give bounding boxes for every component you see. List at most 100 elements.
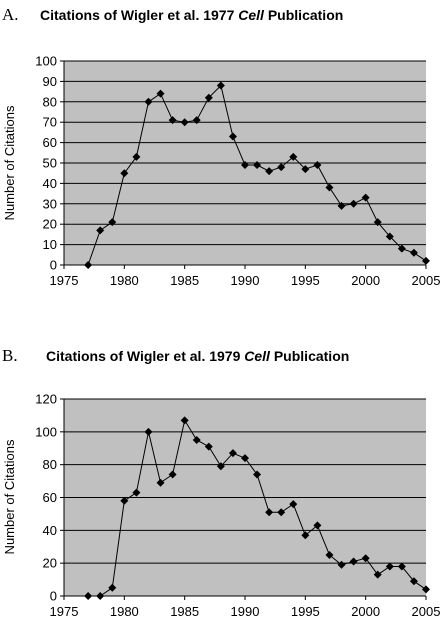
chart-a-data-point <box>349 199 358 208</box>
chart-a-data-point <box>144 97 153 106</box>
chart-b-data-point <box>409 577 418 586</box>
chart-a-y-tick-label: 50 <box>43 156 57 171</box>
chart-a-data-point <box>108 218 117 227</box>
chart-b-x-tick-label: 2005 <box>412 604 441 619</box>
chart-b-data-point <box>108 583 117 592</box>
chart-b-data-point <box>84 592 93 600</box>
chart-b-y-tick-label: 60 <box>43 490 57 505</box>
chart-a-data-point <box>241 161 249 170</box>
chart-b-data-point <box>422 585 430 594</box>
chart-a-y-tick-label: 80 <box>43 94 57 109</box>
chart-a-data-point <box>422 256 430 265</box>
chart-a-panel-label: A. <box>2 5 19 24</box>
chart-b-x-tick-label: 1995 <box>291 604 320 619</box>
chart-b-y-tick-label: 100 <box>35 424 57 439</box>
chart-a-data-point <box>228 132 237 141</box>
chart-b-data-point <box>132 488 141 497</box>
chart-b-y-axis-label: Number of Citations <box>2 439 17 554</box>
chart-a-data-point <box>385 232 394 241</box>
chart-b-panel-label: B. <box>2 346 18 365</box>
chart-b-x-tick-labels: 1975 1980 1985 1990 1995 2000 2005 <box>50 604 441 619</box>
chart-a: A. Citations of Wigler et al. 1977 Cell … <box>2 5 440 288</box>
chart-b-data-point <box>228 449 237 458</box>
chart-b-data-point <box>144 427 153 436</box>
chart-a-x-tick-labels: 1975 1980 1985 1990 1995 2000 2005 <box>50 273 441 288</box>
chart-b-y-tick-label: 40 <box>43 523 57 538</box>
chart-b-data-point <box>216 462 225 471</box>
chart-a-data-point <box>301 165 310 174</box>
chart-a-x-tick-label: 1975 <box>50 273 79 288</box>
chart-a-gridlines <box>64 60 426 246</box>
chart-a-data-point <box>265 167 274 176</box>
chart-a-data-point <box>337 201 346 210</box>
chart-b-data-point <box>241 454 249 463</box>
chart-b-data-point <box>349 557 358 566</box>
chart-b-data-point <box>120 496 129 505</box>
chart-a-y-tick-label: 30 <box>43 196 57 211</box>
chart-b-y-tick-label: 80 <box>43 457 57 472</box>
chart-b-x-tick-label: 1980 <box>110 604 139 619</box>
chart-a-y-tick-label: 0 <box>50 258 57 273</box>
chart-b: B. Citations of Wigler et al. 1979 Cell … <box>2 346 440 619</box>
chart-a-data-point <box>361 193 370 202</box>
chart-b-data-point <box>253 470 262 479</box>
chart-a-title-part-2: Cell <box>238 7 265 23</box>
chart-b-x-tick-label: 1990 <box>231 604 260 619</box>
chart-b-title-part-3: Publication <box>270 348 349 364</box>
chart-a-data-point <box>204 93 213 102</box>
chart-b-data-point <box>156 478 165 487</box>
chart-b-y-tick-label: 20 <box>43 556 57 571</box>
chart-a-data-point <box>216 81 225 90</box>
chart-b-data-point <box>397 562 406 571</box>
chart-a-y-tick-label: 20 <box>43 217 57 232</box>
chart-a-data-point <box>253 161 262 170</box>
chart-a-x-tick-label: 1995 <box>291 273 320 288</box>
chart-a-data-point <box>192 116 201 125</box>
chart-b-y-tick-label: 120 <box>35 392 57 407</box>
chart-a-data-point <box>96 226 105 235</box>
chart-b-gridlines <box>64 398 426 564</box>
chart-a-data-point <box>397 244 406 253</box>
chart-a-title: Citations of Wigler et al. 1977 Cell Pub… <box>40 7 343 23</box>
chart-b-axes <box>60 398 427 600</box>
chart-a-x-tick-label: 1980 <box>110 273 139 288</box>
chart-b-y-tick-label: 0 <box>50 589 57 604</box>
chart-b-data-point <box>361 554 370 563</box>
chart-a-x-tick-label: 1990 <box>231 273 260 288</box>
chart-a-data-point <box>325 183 334 192</box>
chart-b-data-point <box>301 531 310 540</box>
chart-a-data-point <box>289 152 298 161</box>
chart-a-data-point <box>132 152 141 161</box>
chart-a-y-tick-label: 60 <box>43 135 57 150</box>
chart-a-y-tick-label: 70 <box>43 115 57 130</box>
chart-b-series <box>84 416 430 600</box>
chart-b-title-part-1: Citations of Wigler et al. 1979 <box>46 348 244 364</box>
chart-a-y-tick-label: 100 <box>35 54 57 69</box>
chart-a-data-point <box>373 218 382 227</box>
chart-b-data-point <box>180 416 189 425</box>
chart-b-data-point <box>325 550 334 559</box>
chart-b-x-tick-label: 2000 <box>351 604 380 619</box>
chart-a-x-tick-label: 2000 <box>351 273 380 288</box>
chart-a-y-tick-label: 40 <box>43 176 57 191</box>
chart-a-y-tick-label: 10 <box>43 237 57 252</box>
chart-a-data-point <box>168 116 177 125</box>
chart-b-data-point <box>313 521 322 530</box>
chart-a-x-tick-label: 1985 <box>170 273 199 288</box>
chart-a-data-point <box>156 89 165 98</box>
chart-b-data-point <box>373 570 382 579</box>
chart-b-y-tick-labels: 0 20 40 60 80 100 120 <box>35 392 57 604</box>
chart-b-x-tick-label: 1975 <box>50 604 79 619</box>
chart-a-y-axis-label: Number of Citations <box>2 105 17 220</box>
chart-b-data-point <box>337 560 346 569</box>
chart-a-y-tick-labels: 0 10 20 30 40 50 60 70 80 90 100 <box>35 54 57 273</box>
chart-a-title-part-1: Citations of Wigler et al. 1977 <box>40 7 238 23</box>
chart-b-data-point <box>265 508 274 517</box>
chart-b-data-point <box>289 500 298 509</box>
chart-a-data-point <box>313 161 322 170</box>
chart-b-data-point <box>204 442 213 451</box>
chart-a-data-point <box>120 169 129 178</box>
chart-b-data-point <box>277 508 286 517</box>
chart-b-data-point <box>385 562 394 571</box>
